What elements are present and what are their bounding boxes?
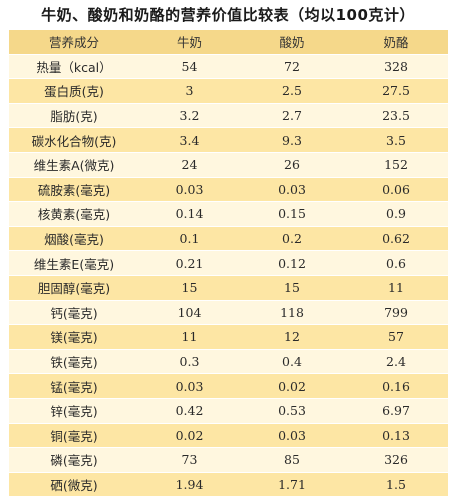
cell-milk-value: 3.4 <box>139 127 240 153</box>
cell-milk-value: 0.1 <box>139 226 240 252</box>
header-cheese: 奶酪 <box>344 30 448 55</box>
cell-milk-value: 3.2 <box>139 103 240 129</box>
table-body: 热量（kcal） 54 72 328 蛋白质(克) 3 2.5 27.5 脂肪(克) 3.2 2.7… <box>9 54 448 498</box>
cell-cheese-value: 2.4 <box>344 349 448 375</box>
table-row: 蛋白质(克) 3 2.5 27.5 <box>9 78 448 104</box>
cell-yogurt-value: 12 <box>240 324 344 350</box>
cell-nutrient-name: 脂肪(克) <box>9 103 139 129</box>
cell-yogurt-value: 2.7 <box>240 103 344 129</box>
cell-nutrient-name: 锌(毫克) <box>9 398 139 424</box>
nutrition-comparison-table: 营养成分 牛奶 酸奶 奶酪 热量（kcal） 54 72 328 蛋白质(克) 3 2.5 2… <box>9 30 448 498</box>
cell-milk-value: 0.3 <box>139 349 240 375</box>
cell-nutrient-name: 铁(毫克) <box>9 349 139 375</box>
header-yogurt: 酸奶 <box>240 30 344 55</box>
cell-cheese-value: 328 <box>344 54 448 80</box>
cell-milk-value: 1.94 <box>139 472 240 498</box>
cell-yogurt-value: 0.03 <box>240 423 344 449</box>
table-row: 磷(毫克) 73 85 326 <box>9 447 448 473</box>
cell-milk-value: 0.02 <box>139 423 240 449</box>
cell-milk-value: 0.21 <box>139 250 240 276</box>
cell-yogurt-value: 0.2 <box>240 226 344 252</box>
cell-nutrient-name: 磷(毫克) <box>9 447 139 473</box>
table-row: 硫胺素(毫克) 0.03 0.03 0.06 <box>9 177 448 203</box>
cell-cheese-value: 326 <box>344 447 448 473</box>
cell-yogurt-value: 118 <box>240 300 344 326</box>
cell-nutrient-name: 胆固醇(毫克) <box>9 275 139 301</box>
table-row: 锰(毫克) 0.03 0.02 0.16 <box>9 373 448 399</box>
cell-milk-value: 3 <box>139 78 240 104</box>
cell-yogurt-value: 72 <box>240 54 344 80</box>
cell-milk-value: 0.14 <box>139 201 240 227</box>
cell-cheese-value: 1.5 <box>344 472 448 498</box>
table-row: 维生素E(毫克) 0.21 0.12 0.6 <box>9 250 448 276</box>
table-row: 维生素A(微克) 24 26 152 <box>9 152 448 178</box>
table-row: 核黄素(毫克) 0.14 0.15 0.9 <box>9 201 448 227</box>
cell-cheese-value: 0.6 <box>344 250 448 276</box>
cell-nutrient-name: 铜(毫克) <box>9 423 139 449</box>
cell-yogurt-value: 2.5 <box>240 78 344 104</box>
cell-milk-value: 73 <box>139 447 240 473</box>
cell-cheese-value: 0.13 <box>344 423 448 449</box>
cell-milk-value: 24 <box>139 152 240 178</box>
cell-nutrient-name: 维生素A(微克) <box>9 152 139 178</box>
cell-milk-value: 0.03 <box>139 373 240 399</box>
cell-yogurt-value: 0.15 <box>240 201 344 227</box>
table-row: 脂肪(克) 3.2 2.7 23.5 <box>9 103 448 129</box>
cell-nutrient-name: 锰(毫克) <box>9 373 139 399</box>
cell-nutrient-name: 维生素E(毫克) <box>9 250 139 276</box>
cell-nutrient-name: 烟酸(毫克) <box>9 226 139 252</box>
cell-nutrient-name: 镁(毫克) <box>9 324 139 350</box>
table-row: 铜(毫克) 0.02 0.03 0.13 <box>9 423 448 449</box>
cell-cheese-value: 0.16 <box>344 373 448 399</box>
cell-cheese-value: 27.5 <box>344 78 448 104</box>
cell-yogurt-value: 0.02 <box>240 373 344 399</box>
table-row: 热量（kcal） 54 72 328 <box>9 54 448 80</box>
cell-cheese-value: 0.62 <box>344 226 448 252</box>
table-row: 碳水化合物(克) 3.4 9.3 3.5 <box>9 127 448 153</box>
table-row: 钙(毫克) 104 118 799 <box>9 300 448 326</box>
cell-milk-value: 0.03 <box>139 177 240 203</box>
cell-cheese-value: 11 <box>344 275 448 301</box>
header-milk: 牛奶 <box>139 30 240 55</box>
cell-cheese-value: 0.06 <box>344 177 448 203</box>
cell-yogurt-value: 26 <box>240 152 344 178</box>
table-row: 胆固醇(毫克) 15 15 11 <box>9 275 448 301</box>
cell-yogurt-value: 1.71 <box>240 472 344 498</box>
cell-cheese-value: 23.5 <box>344 103 448 129</box>
cell-milk-value: 104 <box>139 300 240 326</box>
cell-nutrient-name: 钙(毫克) <box>9 300 139 326</box>
cell-milk-value: 54 <box>139 54 240 80</box>
cell-yogurt-value: 0.53 <box>240 398 344 424</box>
table-row: 烟酸(毫克) 0.1 0.2 0.62 <box>9 226 448 252</box>
cell-nutrient-name: 蛋白质(克) <box>9 78 139 104</box>
cell-nutrient-name: 硫胺素(毫克) <box>9 177 139 203</box>
cell-milk-value: 11 <box>139 324 240 350</box>
cell-nutrient-name: 硒(微克) <box>9 472 139 498</box>
cell-cheese-value: 152 <box>344 152 448 178</box>
cell-yogurt-value: 0.03 <box>240 177 344 203</box>
cell-nutrient-name: 核黄素(毫克) <box>9 201 139 227</box>
cell-milk-value: 15 <box>139 275 240 301</box>
cell-yogurt-value: 15 <box>240 275 344 301</box>
cell-cheese-value: 57 <box>344 324 448 350</box>
cell-yogurt-value: 0.4 <box>240 349 344 375</box>
cell-yogurt-value: 0.12 <box>240 250 344 276</box>
header-nutrient: 营养成分 <box>9 30 139 55</box>
table-row: 镁(毫克) 11 12 57 <box>9 324 448 350</box>
table-row: 锌(毫克) 0.42 0.53 6.97 <box>9 398 448 424</box>
cell-cheese-value: 799 <box>344 300 448 326</box>
table-row: 硒(微克) 1.94 1.71 1.5 <box>9 472 448 498</box>
cell-nutrient-name: 热量（kcal） <box>9 54 139 80</box>
cell-nutrient-name: 碳水化合物(克) <box>9 127 139 153</box>
table-row: 铁(毫克) 0.3 0.4 2.4 <box>9 349 448 375</box>
cell-yogurt-value: 85 <box>240 447 344 473</box>
cell-cheese-value: 6.97 <box>344 398 448 424</box>
cell-milk-value: 0.42 <box>139 398 240 424</box>
cell-cheese-value: 0.9 <box>344 201 448 227</box>
page-title: 牛奶、酸奶和奶酪的营养价值比较表（均以100克计） <box>41 6 415 24</box>
cell-yogurt-value: 9.3 <box>240 127 344 153</box>
cell-cheese-value: 3.5 <box>344 127 448 153</box>
table-header-row: 营养成分 牛奶 酸奶 奶酪 <box>9 30 448 55</box>
